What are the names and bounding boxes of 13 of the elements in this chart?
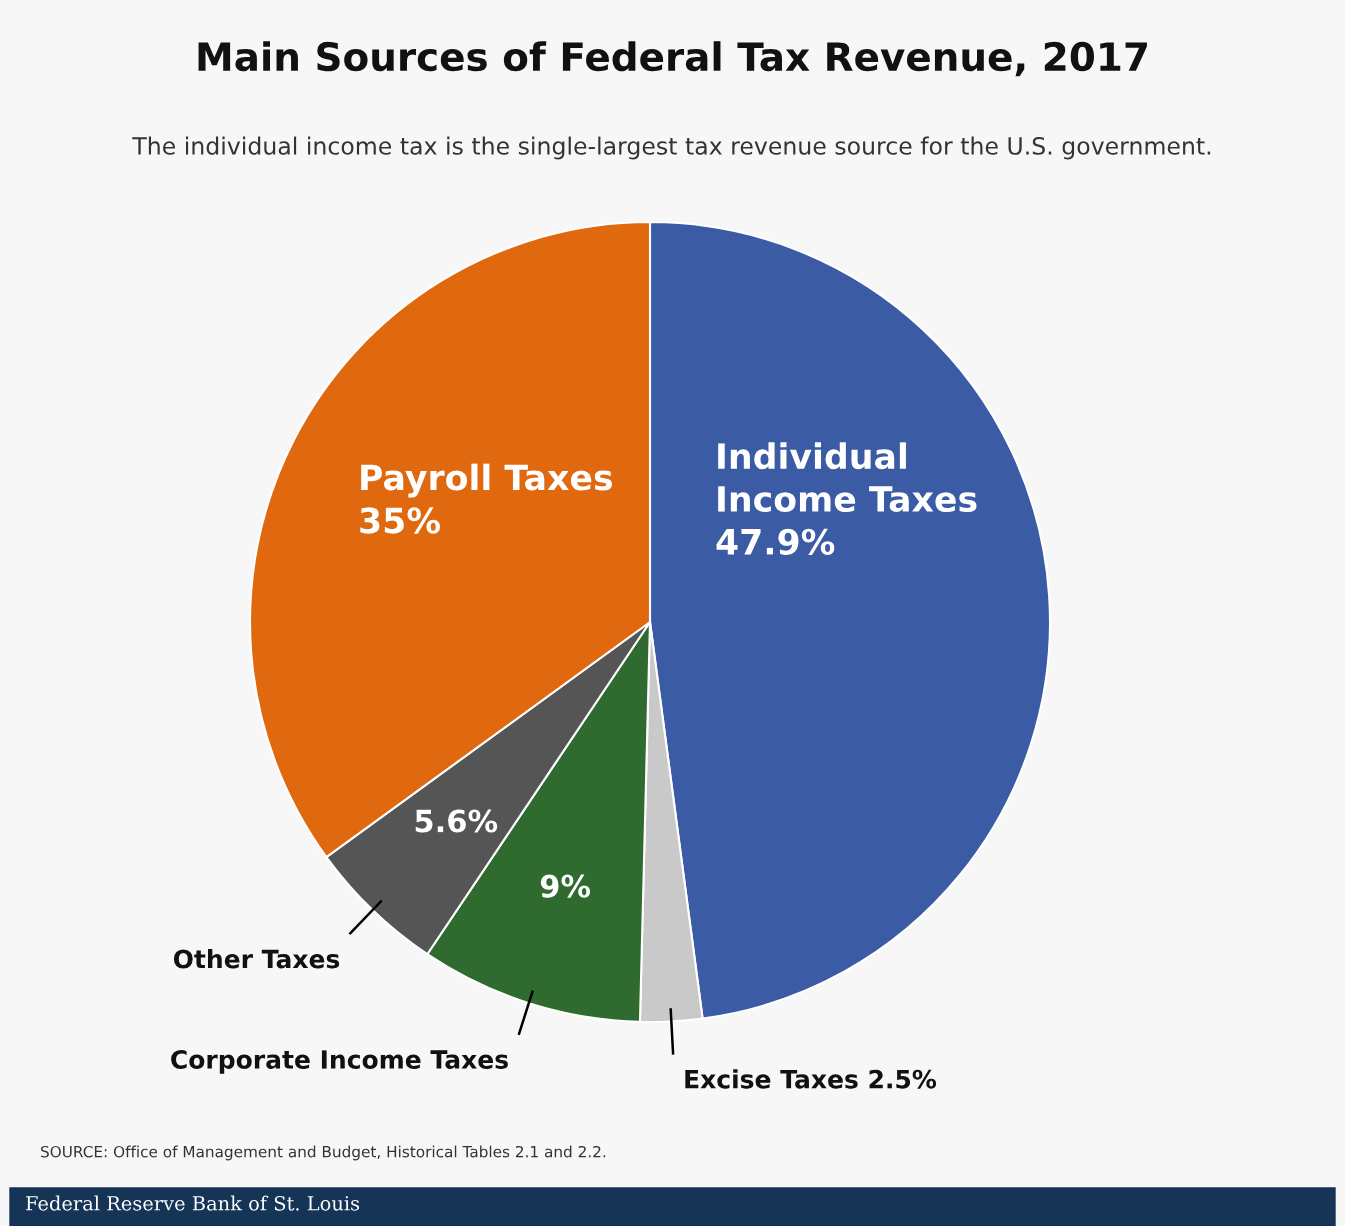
chart-subtitle: The individual income tax is the single-largest tax revenue source for the U.S. government. xyxy=(132,136,1211,160)
text: Federal Reserve Bank of St. Louis xyxy=(26,1195,360,1211)
slice-label: Other Taxes xyxy=(173,949,340,969)
chart-title: Main Sources of Federal Tax Revenue, 2017 xyxy=(198,41,1147,77)
slice-label: Individual Income Taxes xyxy=(718,442,977,513)
slice-label: Payroll Taxes xyxy=(361,463,612,498)
slice-label: Excise Taxes 2.5% xyxy=(685,1069,937,1089)
source-note: SOURCE: Office of Management and Budget, Historical Tables 2.1 and 2.2. xyxy=(41,1145,606,1161)
data-label: 9% xyxy=(540,874,591,898)
data-label: 5.6% xyxy=(415,809,498,833)
slice-label: Corporate Income Taxes xyxy=(171,1050,508,1074)
data-label: 47.9% xyxy=(716,528,835,555)
data-label: 35% xyxy=(360,507,441,534)
